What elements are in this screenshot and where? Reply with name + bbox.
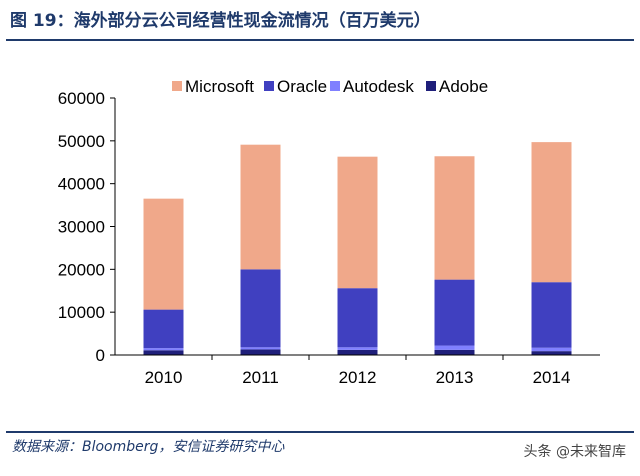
bar-adobe-2014 bbox=[531, 351, 572, 355]
bar-autodesk-2012 bbox=[337, 347, 378, 350]
y-tick-label: 20000 bbox=[58, 260, 105, 279]
footer-divider bbox=[6, 431, 634, 433]
legend-label-oracle: Oracle bbox=[277, 77, 327, 96]
bar-autodesk-2014 bbox=[531, 347, 572, 352]
y-tick-label: 0 bbox=[96, 346, 105, 365]
legend-label-autodesk: Autodesk bbox=[343, 77, 414, 96]
bar-autodesk-2013 bbox=[434, 345, 475, 350]
bar-oracle-2011 bbox=[240, 269, 281, 348]
figure-title: 图 19：海外部分云公司经营性现金流情况（百万美元） bbox=[10, 11, 431, 31]
y-tick-label: 30000 bbox=[58, 218, 105, 237]
watermark-text: 头条 @未来智库 bbox=[523, 444, 626, 460]
bar-microsoft-2012 bbox=[337, 156, 378, 289]
data-source-note: 数据来源：Bloomberg，安信证券研究中心 bbox=[12, 439, 285, 455]
x-tick-label: 2012 bbox=[339, 368, 377, 387]
x-axis: 2010 2011 2012 2013 2014 bbox=[115, 354, 600, 387]
bar-autodesk-2011 bbox=[240, 347, 281, 350]
x-tick-label: 2010 bbox=[145, 368, 183, 387]
bar-microsoft-2014 bbox=[531, 142, 572, 283]
bar-oracle-2012 bbox=[337, 288, 378, 348]
bar-adobe-2011 bbox=[240, 349, 281, 355]
legend-label-adobe: Adobe bbox=[439, 77, 488, 96]
bar-microsoft-2013 bbox=[434, 156, 475, 280]
bar-oracle-2013 bbox=[434, 279, 475, 346]
title-divider bbox=[6, 39, 634, 41]
legend-swatch-oracle bbox=[264, 81, 274, 91]
x-tick-label: 2014 bbox=[533, 368, 571, 387]
x-tick-label: 2011 bbox=[242, 368, 279, 387]
bar-autodesk-2010 bbox=[143, 348, 184, 351]
bar-microsoft-2011 bbox=[240, 144, 281, 270]
y-tick-label: 50000 bbox=[58, 132, 105, 151]
legend-swatch-adobe bbox=[426, 81, 436, 91]
y-tick-label: 10000 bbox=[58, 303, 105, 322]
legend-swatch-autodesk bbox=[330, 81, 340, 91]
legend-label-microsoft: Microsoft bbox=[185, 77, 254, 96]
bar-oracle-2014 bbox=[531, 282, 572, 348]
bar-microsoft-2010 bbox=[143, 198, 184, 310]
y-tick-label: 40000 bbox=[58, 175, 105, 194]
legend-swatch-microsoft bbox=[172, 81, 182, 91]
bar-adobe-2010 bbox=[143, 350, 184, 355]
y-tick-label: 60000 bbox=[58, 89, 105, 108]
y-axis: 0 10000 20000 30000 40000 50000 60000 bbox=[58, 89, 116, 365]
bar-adobe-2013 bbox=[434, 349, 475, 355]
bar-adobe-2012 bbox=[337, 349, 378, 355]
stacked-bar-chart: Microsoft Oracle Autodesk Adobe 0 10000 20000… bbox=[58, 77, 600, 387]
bar-oracle-2010 bbox=[143, 309, 184, 349]
x-tick-label: 2013 bbox=[436, 368, 474, 387]
chart-legend: Microsoft Oracle Autodesk Adobe bbox=[172, 77, 488, 96]
bar-group bbox=[143, 142, 572, 355]
